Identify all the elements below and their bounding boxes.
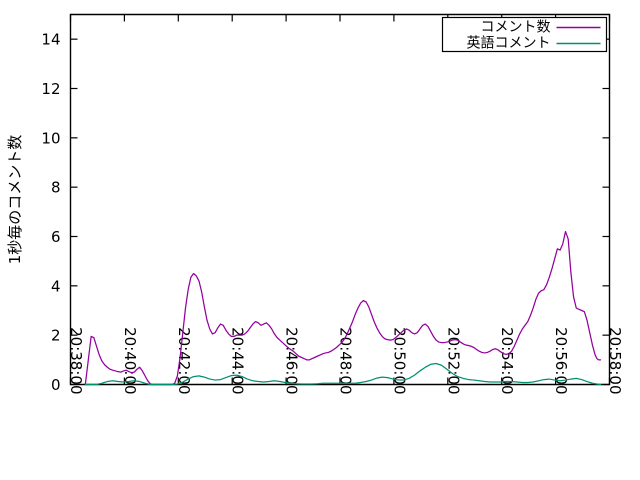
y-axis-label: 1秒毎のコメント数 xyxy=(6,135,24,265)
y-tick-label: 10 xyxy=(41,129,60,147)
x-tick-label: 20:40:00 xyxy=(121,327,139,394)
legend-label-2: 英語コメント xyxy=(467,35,551,52)
x-tick-label: 20:38:00 xyxy=(67,327,85,394)
y-axis-title: 1秒毎のコメント数 xyxy=(6,135,24,265)
y-axis-ticks: 0 2 4 6 8 10 12 14 xyxy=(41,31,610,394)
y-tick-label: 8 xyxy=(51,179,61,197)
y-tick-label: 2 xyxy=(51,327,61,345)
x-tick-label: 20:46:00 xyxy=(283,327,301,394)
legend-label-1: コメント数 xyxy=(481,20,551,36)
x-tick-label: 20:50:00 xyxy=(390,327,408,394)
y-tick-label: 6 xyxy=(51,228,61,246)
series-line-2 xyxy=(84,362,602,386)
y-tick-label: 14 xyxy=(41,31,60,49)
x-tick-label: 20:44:00 xyxy=(229,327,247,394)
y-tick-label: 0 xyxy=(51,376,61,394)
y-tick-label: 12 xyxy=(41,80,60,98)
series-lines xyxy=(84,230,602,386)
x-tick-label: 20:58:00 xyxy=(606,327,624,394)
y-tick-label: 4 xyxy=(51,277,61,295)
x-tick-label: 20:54:00 xyxy=(498,327,516,394)
x-axis-ticks: 20:38:00 20:40:00 20:42:00 20:44:00 20:46:00… xyxy=(67,14,624,395)
x-tick-label: 20:52:00 xyxy=(444,327,462,394)
x-tick-label: 20:42:00 xyxy=(175,327,193,394)
legend-box xyxy=(441,16,608,53)
x-tick-label: 20:56:00 xyxy=(552,327,570,394)
